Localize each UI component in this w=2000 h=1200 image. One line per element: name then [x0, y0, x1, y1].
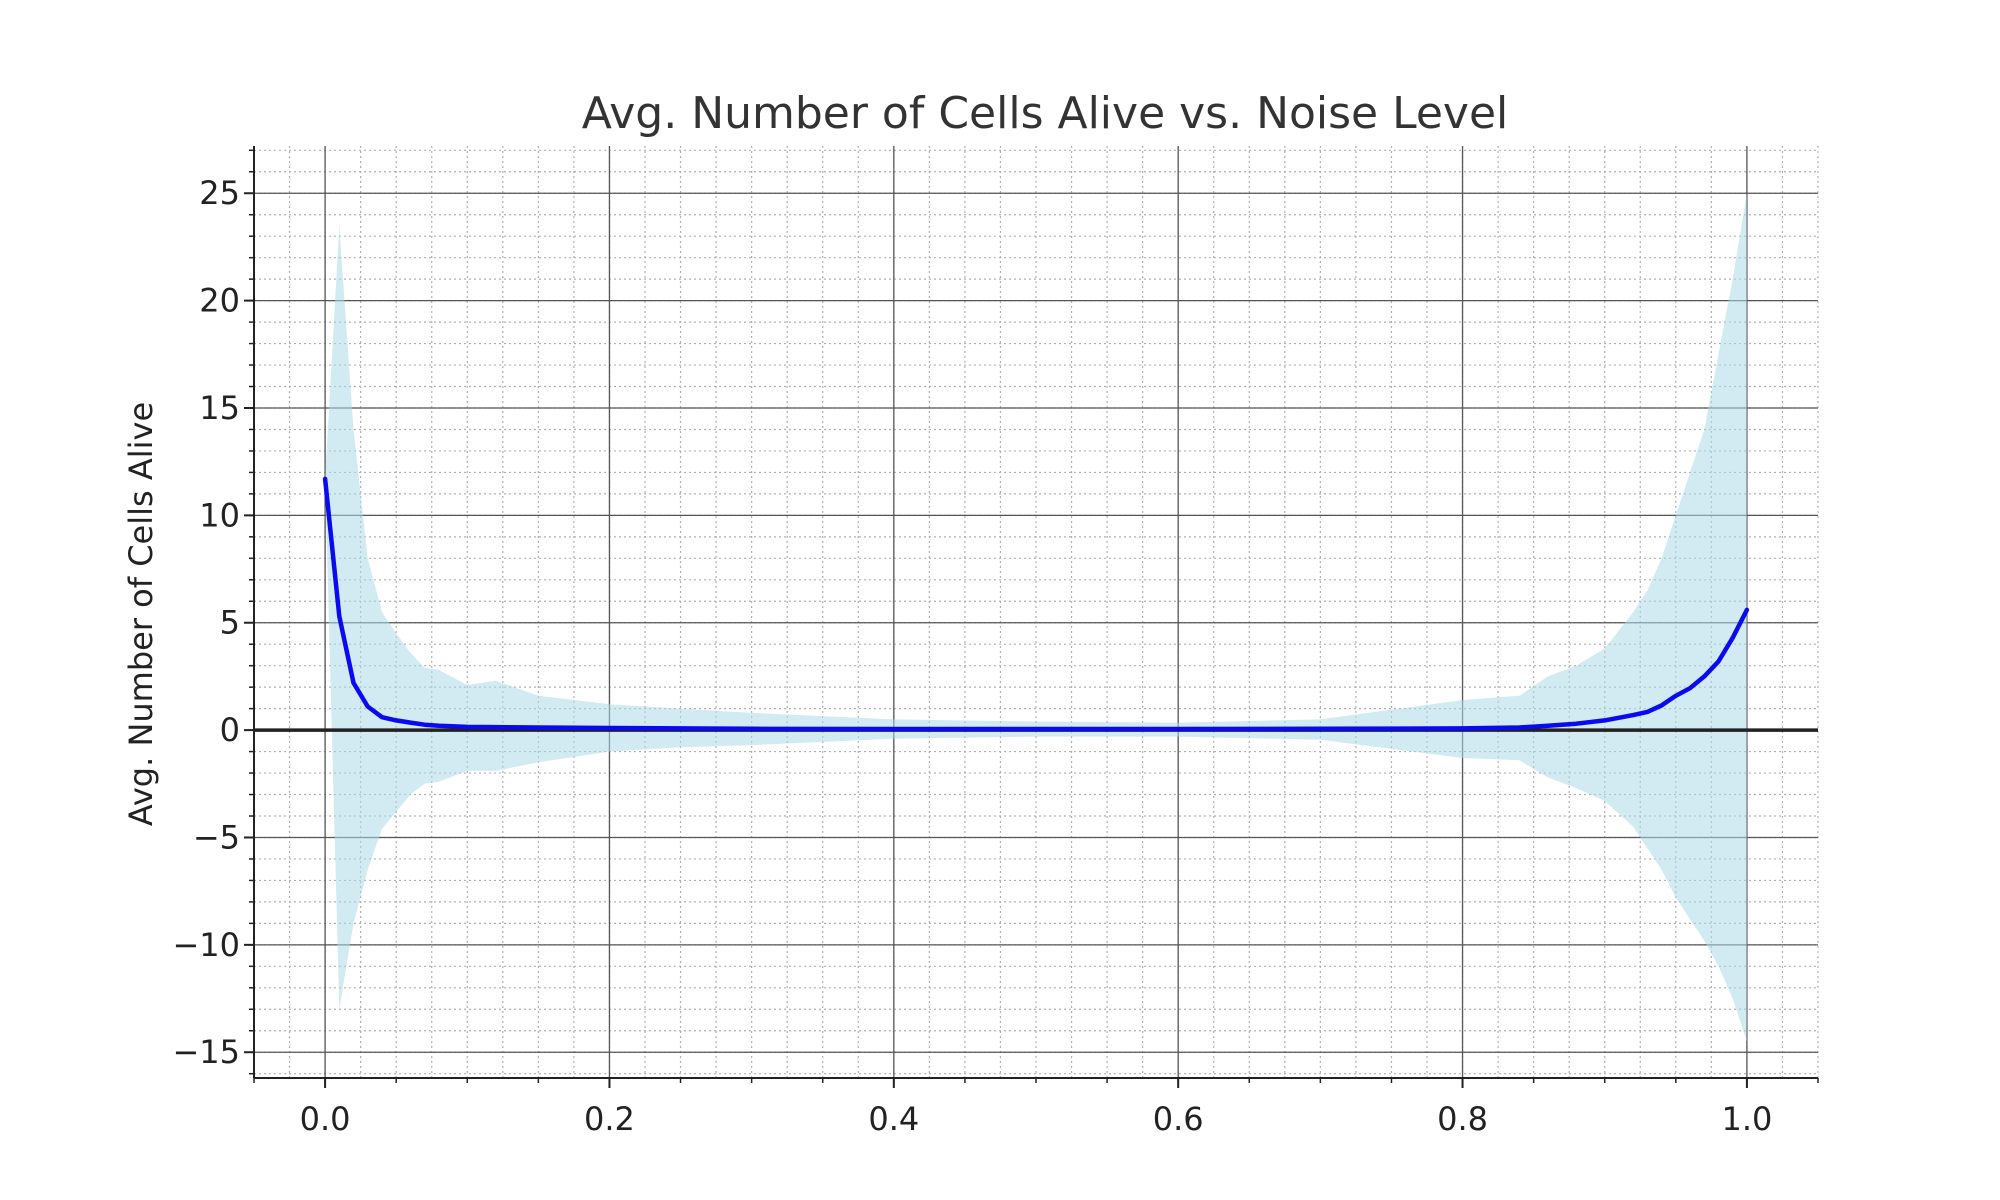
- x-tick-label: 0.2: [584, 1100, 635, 1138]
- x-tick-label: 0.4: [868, 1100, 919, 1138]
- x-tick-label: 0.8: [1437, 1100, 1488, 1138]
- y-tick-label: 20: [199, 282, 240, 320]
- y-axis-label: Avg. Number of Cells Alive: [122, 402, 160, 826]
- y-tick-label: 0: [220, 711, 240, 749]
- chart-title: Avg. Number of Cells Alive vs. Noise Lev…: [582, 88, 1509, 139]
- axes-layer: [244, 146, 1819, 1088]
- series-line: [322, 476, 1750, 732]
- y-tick-labels: −15 −10 −5 0 5 10 15 20 25: [172, 174, 240, 1071]
- x-tick-label: 0.0: [300, 1100, 351, 1138]
- y-tick-label: 5: [220, 604, 240, 642]
- y-tick-label: −15: [172, 1033, 240, 1071]
- y-tick-label: −10: [172, 926, 240, 964]
- y-tick-label: 15: [199, 389, 240, 427]
- x-tick-labels: 0.0 0.2 0.4 0.6 0.8 1.0: [300, 1100, 1773, 1138]
- minor-grid: [253, 146, 1819, 1078]
- series-line-layer: [322, 476, 1750, 732]
- y-tick-label: 25: [199, 174, 240, 212]
- x-tick-label: 0.6: [1153, 1100, 1204, 1138]
- y-tick-label: 10: [199, 496, 240, 534]
- x-tick-label: 1.0: [1721, 1100, 1772, 1138]
- y-tick-label: −5: [193, 818, 240, 856]
